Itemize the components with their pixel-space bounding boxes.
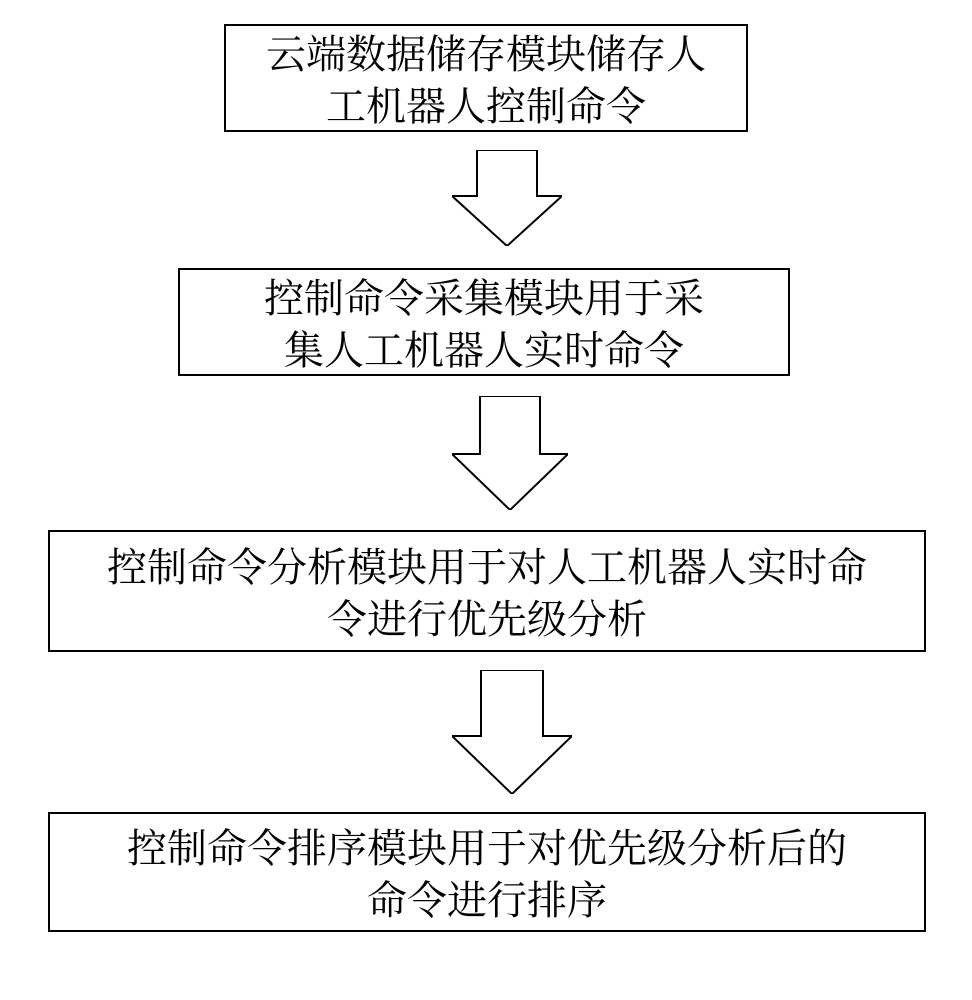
- flowchart-node-cloud-storage: 云端数据储存模块储存人 工机器人控制命令: [224, 24, 748, 132]
- node-text: 控制命令采集模块用于采 集人工机器人实时命令: [264, 270, 704, 374]
- node-text: 控制命令分析模块用于对人工机器人实时命 令进行优先级分析: [107, 539, 867, 643]
- flow-arrow-3: [452, 670, 572, 794]
- flowchart-canvas: 云端数据储存模块储存人 工机器人控制命令 控制命令采集模块用于采 集人工机器人实…: [0, 0, 972, 1000]
- flow-arrow-1: [452, 150, 562, 246]
- node-line-2: 工机器人控制命令: [326, 75, 646, 132]
- flow-arrow-2: [452, 396, 568, 510]
- node-line-2: 集人工机器人实时命令: [284, 319, 684, 376]
- node-line-1: 控制命令采集模块用于采: [264, 267, 704, 324]
- node-line-2: 令进行优先级分析: [327, 588, 647, 645]
- flowchart-node-command-analyze: 控制命令分析模块用于对人工机器人实时命 令进行优先级分析: [48, 530, 926, 652]
- node-text: 云端数据储存模块储存人 工机器人控制命令: [266, 26, 706, 130]
- node-line-1: 控制命令分析模块用于对人工机器人实时命: [107, 536, 867, 593]
- node-line-2: 命令进行排序: [367, 869, 607, 926]
- flowchart-node-command-collect: 控制命令采集模块用于采 集人工机器人实时命令: [178, 268, 790, 376]
- node-text: 控制命令排序模块用于对优先级分析后的 命令进行排序: [127, 820, 847, 924]
- node-line-1: 控制命令排序模块用于对优先级分析后的: [127, 817, 847, 874]
- node-line-1: 云端数据储存模块储存人: [266, 23, 706, 80]
- flowchart-node-command-sort: 控制命令排序模块用于对优先级分析后的 命令进行排序: [48, 812, 926, 932]
